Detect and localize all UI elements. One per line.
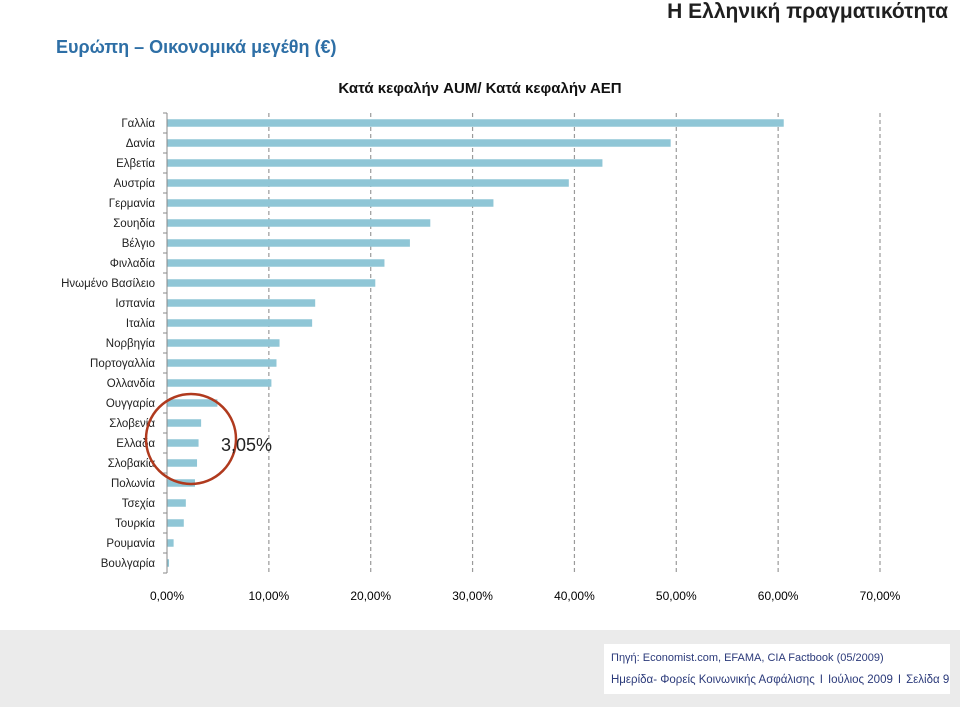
bar-chart: Κατά κεφαλήν AUM/ Κατά κεφαλήν ΑΕΠ 0,00% 1… (61, 80, 901, 603)
separator: I (897, 674, 902, 686)
category-label: Δανία (126, 138, 156, 150)
bar-3 (167, 179, 569, 187)
bar-13 (167, 379, 272, 387)
bar-4 (167, 199, 494, 207)
bar-19 (167, 499, 186, 507)
bar-11 (167, 339, 280, 347)
bar-14 (167, 399, 218, 407)
category-label: Βέλγιο (122, 238, 155, 250)
page-subtitle: Ευρώπη – Οικονομικά μεγέθη (€) (56, 37, 337, 57)
category-label: Σλοβακία (108, 458, 156, 470)
bar-15 (167, 419, 202, 427)
footer-meta: Ημερίδα- Φορείς Κοινωνικής Ασφάλισης I Ιού… (611, 673, 949, 687)
x-tick-label: 50,00% (656, 589, 697, 603)
x-tick-label: 40,00% (554, 589, 595, 603)
category-label: Ιταλία (126, 318, 156, 330)
event-name: Ημερίδα- Φορείς Κοινωνικής Ασφάλισης (611, 674, 815, 686)
category-label: Φινλαδία (110, 258, 156, 270)
annotation-label: 3,05% (221, 435, 272, 455)
category-label: Βουλγαρία (101, 558, 156, 570)
category-label: Ελλαδα (116, 438, 155, 450)
bar-20 (167, 519, 184, 527)
x-tick-label: 0,00% (150, 589, 184, 603)
bar-0 (167, 119, 784, 127)
page-number: Σελίδα 9 (906, 674, 950, 686)
category-label: Σλοβενία (109, 418, 155, 430)
x-tick-label: 10,00% (249, 589, 290, 603)
bar-7 (167, 259, 385, 267)
bar-17 (167, 459, 198, 467)
x-tick-label: 60,00% (758, 589, 799, 603)
header-title: Η Ελληνική πραγματικότητα (667, 0, 948, 23)
category-label: Πολωνία (111, 478, 155, 490)
bar-8 (167, 279, 376, 287)
bar-9 (167, 299, 316, 307)
bar-10 (167, 319, 313, 327)
category-label: Ολλανδία (107, 378, 156, 390)
category-label: Ρουμανία (106, 538, 155, 550)
category-label: Ισπανία (115, 298, 155, 310)
category-label: Ελβετία (116, 158, 155, 170)
bar-6 (167, 239, 410, 247)
source-note: Πηγή: Economist.com, EFAMA, CIA Factbook… (611, 652, 884, 664)
bar-5 (167, 219, 431, 227)
category-label: Ουγγαρία (106, 398, 155, 410)
category-label: Σουηδία (113, 218, 155, 230)
category-label: Ηνωμένο Βασίλειο (61, 278, 155, 290)
bar-16 (167, 439, 199, 447)
category-label: Πορτογαλλία (90, 358, 155, 370)
category-label: Τσεχία (122, 498, 156, 510)
bar-21 (167, 539, 174, 547)
x-tick-label: 30,00% (452, 589, 493, 603)
category-label: Νορβηγία (106, 338, 156, 350)
footer-box (604, 644, 950, 694)
category-label: Γερμανία (109, 198, 156, 210)
bar-12 (167, 359, 277, 367)
event-date: Ιούλιος 2009 (827, 674, 893, 686)
x-tick-label: 20,00% (350, 589, 391, 603)
bar-22 (167, 559, 170, 567)
separator: I (819, 674, 823, 686)
highlight-circle (144, 392, 238, 486)
x-tick-label: 70,00% (860, 589, 901, 603)
chart-title: Κατά κεφαλήν AUM/ Κατά κεφαλήν ΑΕΠ (338, 80, 621, 97)
category-label: Τουρκία (115, 518, 155, 530)
bar-2 (167, 159, 603, 167)
category-label: Γαλλία (121, 118, 155, 130)
bar-1 (167, 139, 671, 147)
category-label: Αυστρία (114, 178, 156, 190)
